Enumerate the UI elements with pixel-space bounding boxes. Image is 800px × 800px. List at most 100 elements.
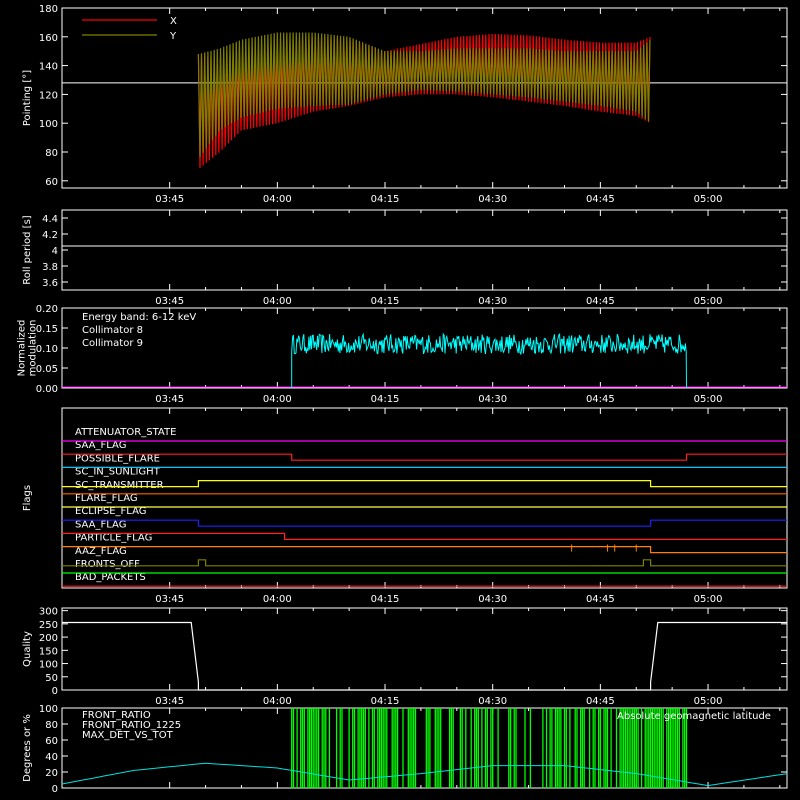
modulation-ytick-label: 0.10 <box>36 344 58 355</box>
flag-label: FRONTS_OFF <box>75 559 140 570</box>
pointing-legend-label: Y <box>169 31 177 42</box>
quality-ytick-label: 150 <box>39 646 58 657</box>
modulation-xtick-label: 04:00 <box>263 394 292 405</box>
pointing-series-y <box>197 32 651 158</box>
ratios-frame <box>61 707 788 789</box>
quality-ytick-label: 100 <box>39 660 58 671</box>
roll-xtick-label: 04:15 <box>371 296 400 307</box>
flag-label: SC_TRANSMITTER <box>75 480 164 491</box>
geomagnetic-latitude-label: Absolute geomagnetic latitude <box>617 711 771 722</box>
quality-line <box>62 621 787 691</box>
modulation-xtick-label: 04:15 <box>371 394 400 405</box>
roll-xtick-label: 03:45 <box>155 296 184 307</box>
roll-ytick-label: 4.4 <box>42 214 58 225</box>
roll-xtick-label: 05:00 <box>694 296 723 307</box>
flag-line <box>62 546 787 554</box>
quality-ytick-label: 250 <box>39 620 58 631</box>
flags-xtick-label: 04:15 <box>371 594 400 605</box>
flags-frame <box>61 407 788 589</box>
pointing-xtick-label: 03:45 <box>155 194 184 205</box>
flags-ylabel: Flags <box>22 485 33 511</box>
quality-xtick-label: 03:45 <box>155 696 184 707</box>
pointing-ytick-label: 100 <box>39 119 58 130</box>
quality-xtick-label: 04:30 <box>478 696 507 707</box>
flag-label: PARTICLE_FLAG <box>75 533 152 544</box>
flag-label: SC_IN_SUNLIGHT <box>75 467 161 478</box>
flags-xtick-label: 05:00 <box>694 594 723 605</box>
ratio-legend-label: FRONT_RATIO_1225 <box>82 720 181 731</box>
pointing-ytick-label: 120 <box>39 90 58 101</box>
flags-xtick-label: 04:45 <box>586 594 615 605</box>
quality-ytick-label: 50 <box>45 673 58 684</box>
modulation-xtick-label: 05:00 <box>694 394 723 405</box>
modulation-xtick-label: 04:30 <box>478 394 507 405</box>
modulation-ytick-label: 0.00 <box>36 384 58 395</box>
flag-line <box>62 559 787 567</box>
flag-label: SAA_FLAG <box>75 440 126 451</box>
ratios-ytick-label: 100 <box>39 704 58 715</box>
pointing-xtick-label: 05:00 <box>694 194 723 205</box>
flags-xtick-label: 04:00 <box>263 594 292 605</box>
modulation-ytick-label: 0.20 <box>36 304 58 315</box>
modulation-xtick-label: 03:45 <box>155 394 184 405</box>
roll-frame <box>61 209 788 291</box>
pointing-xtick-label: 04:15 <box>371 194 400 205</box>
collimator-9-label: Collimator 9 <box>82 338 143 349</box>
flag-label: FLARE_FLAG <box>75 493 138 504</box>
pointing-ylabel: Pointing [°] <box>22 70 33 126</box>
modulation-xtick-label: 04:45 <box>586 394 615 405</box>
quality-xtick-label: 04:45 <box>586 696 615 707</box>
quality-xtick-label: 04:15 <box>371 696 400 707</box>
roll-xtick-label: 04:00 <box>263 296 292 307</box>
flag-label: AAZ_FLAG <box>75 546 127 557</box>
flag-label: POSSIBLE_FLARE <box>75 453 160 464</box>
roll-ytick-label: 3.6 <box>42 278 58 289</box>
collimator-8-label: Collimator 8 <box>82 325 143 336</box>
roll-ytick-label: 3.8 <box>42 262 58 273</box>
quality-ylabel: Quality <box>22 631 33 667</box>
ratios-ytick-label: 0 <box>52 784 58 795</box>
quality-ytick-label: 200 <box>39 633 58 644</box>
flag-line <box>62 519 787 527</box>
pointing-xtick-label: 04:00 <box>263 194 292 205</box>
ratios-ytick-label: 20 <box>45 768 58 779</box>
collimator-8-line <box>291 332 688 389</box>
ratios-ytick-label: 60 <box>45 736 58 747</box>
pointing-ytick-label: 60 <box>45 177 58 188</box>
flag-label: ECLIPSE_FLAG <box>75 506 146 517</box>
ratio-legend-label: MAX_DET_VS_TOT <box>82 730 174 741</box>
pointing-ytick-label: 160 <box>39 33 58 44</box>
modulation-ytick-label: 0.05 <box>36 364 58 375</box>
pointing-frame <box>61 7 788 189</box>
roll-ytick-label: 4 <box>52 246 58 257</box>
flag-line <box>62 453 787 461</box>
ratios-ytick-label: 40 <box>45 752 58 763</box>
pointing-ytick-label: 140 <box>39 62 58 73</box>
pointing-xtick-label: 04:45 <box>586 194 615 205</box>
quality-xtick-label: 05:00 <box>694 696 723 707</box>
roll-xtick-label: 04:30 <box>478 296 507 307</box>
ratios-ylabel: Degrees or % <box>22 714 33 782</box>
pointing-legend-label: X <box>170 16 177 27</box>
ratios-ytick-label: 80 <box>45 720 58 731</box>
energy-band-label: Energy band: 6-12 keV <box>82 312 196 323</box>
flag-label: BAD_PACKETS <box>75 572 146 583</box>
roll-ylabel: Roll period [s] <box>22 215 33 284</box>
roll-xtick-label: 04:45 <box>586 296 615 307</box>
flags-xtick-label: 04:30 <box>478 594 507 605</box>
flags-xtick-label: 03:45 <box>155 594 184 605</box>
flag-label: SAA_FLAG <box>75 519 126 530</box>
pointing-xtick-label: 04:30 <box>478 194 507 205</box>
modulation-ylabel: Normalized <box>17 320 28 377</box>
quality-ytick-label: 300 <box>39 607 58 618</box>
ratio-legend-label: FRONT_RATIO <box>82 710 151 721</box>
flag-label: ATTENUATOR_STATE <box>75 427 176 438</box>
modulation-ytick-label: 0.15 <box>36 324 58 335</box>
quality-ytick-label: 0 <box>52 686 58 697</box>
pointing-ytick-label: 180 <box>39 4 58 15</box>
flag-line <box>62 480 787 488</box>
flag-line <box>62 532 787 540</box>
quality-frame <box>61 607 788 691</box>
quality-xtick-label: 04:00 <box>263 696 292 707</box>
